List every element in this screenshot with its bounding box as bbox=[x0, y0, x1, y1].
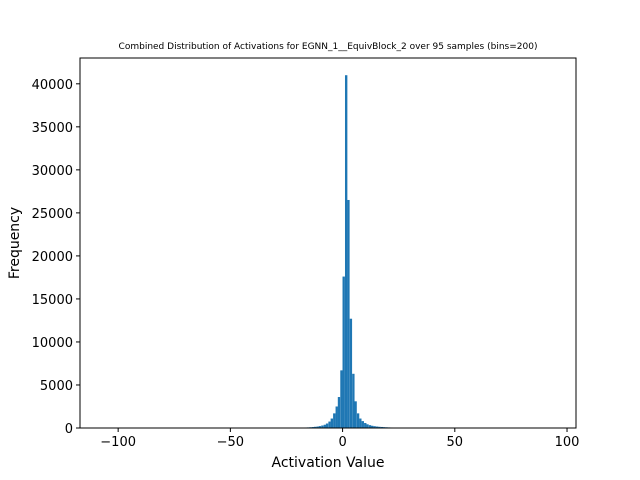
x-tick-label: 0 bbox=[338, 435, 346, 450]
histogram-bar bbox=[356, 413, 360, 428]
plot-frame bbox=[79, 57, 577, 429]
histogram-bar bbox=[342, 276, 345, 428]
y-tick-label: 10000 bbox=[32, 336, 73, 351]
histogram-bar bbox=[340, 370, 343, 428]
x-tick-label: 50 bbox=[447, 435, 464, 450]
x-tick-label: −100 bbox=[100, 435, 136, 450]
histogram-bar bbox=[354, 401, 357, 428]
histogram-bar bbox=[316, 426, 319, 428]
histogram-bar bbox=[361, 421, 364, 428]
histogram-bar bbox=[364, 423, 367, 428]
histogram-bar bbox=[366, 424, 369, 428]
histogram-bar bbox=[314, 426, 317, 428]
y-tick-label: 35000 bbox=[32, 121, 73, 136]
histogram-bar bbox=[373, 426, 376, 428]
y-tick-label: 20000 bbox=[32, 250, 73, 265]
histogram-bar bbox=[330, 418, 334, 428]
histogram-bar bbox=[380, 426, 384, 428]
y-axis: 0 5000 10000 15000 20000 25000 30000 35000 40000 bbox=[32, 78, 80, 437]
histogram-bar bbox=[321, 425, 324, 428]
y-tick-label: 5000 bbox=[40, 379, 73, 394]
histogram-bar bbox=[347, 199, 350, 428]
y-axis-label: Frequency bbox=[7, 207, 23, 279]
y-tick-label: 40000 bbox=[32, 78, 73, 93]
histogram-bars bbox=[297, 75, 407, 429]
x-tick-label: −50 bbox=[217, 435, 244, 450]
chart-title: Combined Distribution of Activations for… bbox=[119, 42, 538, 52]
histogram-bar bbox=[328, 421, 331, 428]
histogram-bar bbox=[323, 424, 327, 428]
y-tick-label: 25000 bbox=[32, 207, 73, 222]
histogram-bar bbox=[375, 426, 379, 428]
histogram-bar bbox=[337, 397, 341, 428]
histogram-bar bbox=[325, 423, 329, 428]
histogram-bar bbox=[368, 425, 372, 428]
histogram-bar bbox=[371, 425, 374, 428]
x-axis: −100 −50 0 50 100 bbox=[100, 428, 579, 450]
histogram-bar bbox=[344, 75, 348, 429]
histogram-bar bbox=[333, 413, 336, 428]
histogram-bar bbox=[352, 373, 355, 428]
histogram-bar bbox=[349, 318, 353, 428]
x-tick-label: 100 bbox=[555, 435, 580, 450]
x-axis-label: Activation Value bbox=[272, 455, 385, 471]
histogram-bar bbox=[318, 426, 322, 428]
histogram-bar bbox=[378, 426, 381, 428]
histogram-bar bbox=[335, 406, 338, 428]
y-tick-label: 0 bbox=[65, 422, 73, 437]
histogram-bar bbox=[359, 418, 362, 428]
y-tick-label: 15000 bbox=[32, 293, 73, 308]
y-tick-label: 30000 bbox=[32, 164, 73, 179]
